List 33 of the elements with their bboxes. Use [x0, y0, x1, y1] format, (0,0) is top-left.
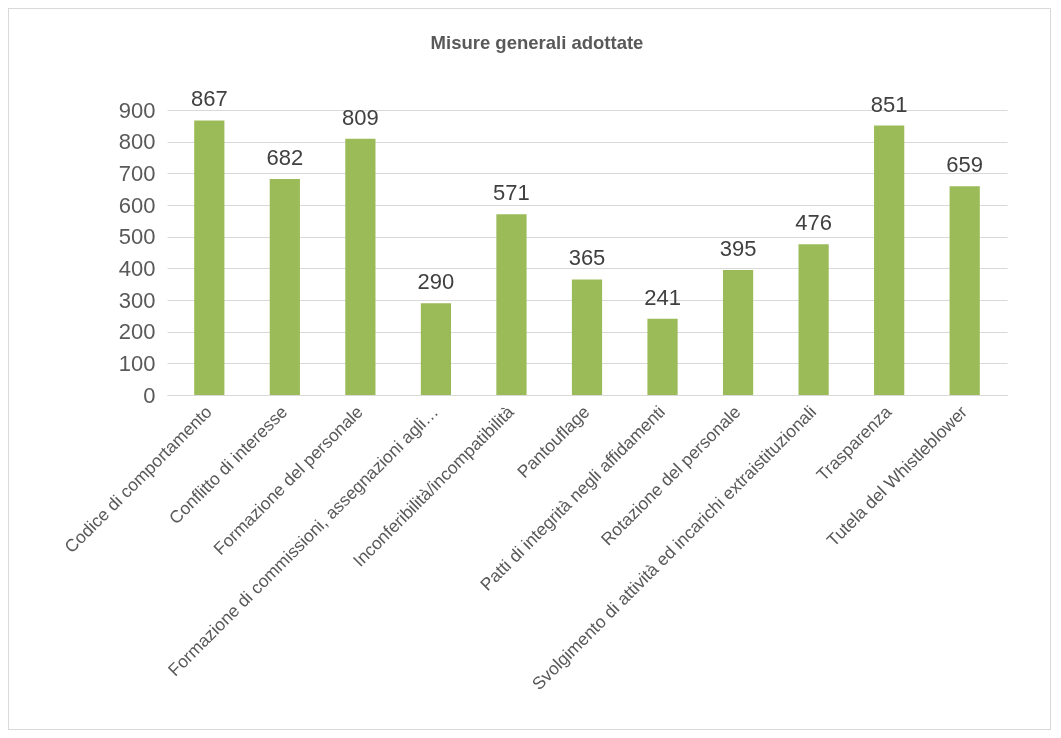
bar	[722, 269, 754, 395]
bar	[874, 125, 905, 395]
y-tick-label: 500	[118, 224, 156, 250]
bar	[345, 138, 376, 395]
data-label: 241	[644, 284, 681, 310]
y-tick-label: 400	[118, 255, 156, 281]
y-tick-label: 200	[118, 319, 156, 345]
data-label: 290	[417, 269, 455, 295]
bar	[496, 214, 527, 395]
y-tick-label: 800	[118, 129, 156, 155]
y-tick-label: 0	[143, 382, 156, 408]
y-tick-label: 300	[118, 287, 156, 313]
data-label: 809	[342, 104, 379, 130]
data-label: 682	[266, 145, 304, 171]
data-label: 365	[568, 245, 606, 271]
y-tick-label: 900	[118, 97, 156, 123]
chart-title: Misure generali adottate	[430, 31, 644, 53]
data-label: 659	[946, 152, 984, 178]
bar	[571, 279, 603, 395]
bar	[647, 318, 678, 395]
bar	[269, 179, 300, 395]
y-tick-label: 100	[118, 350, 156, 376]
data-label: 395	[719, 235, 757, 261]
y-tick-label: 600	[118, 192, 156, 218]
data-label: 476	[795, 210, 832, 236]
bar	[798, 244, 829, 395]
y-tick-label: 700	[118, 160, 156, 186]
bar	[420, 303, 452, 395]
data-label: 571	[493, 180, 530, 206]
data-label: 867	[190, 86, 228, 112]
bar	[949, 186, 980, 395]
bar	[194, 120, 225, 395]
data-label: 851	[870, 91, 908, 117]
